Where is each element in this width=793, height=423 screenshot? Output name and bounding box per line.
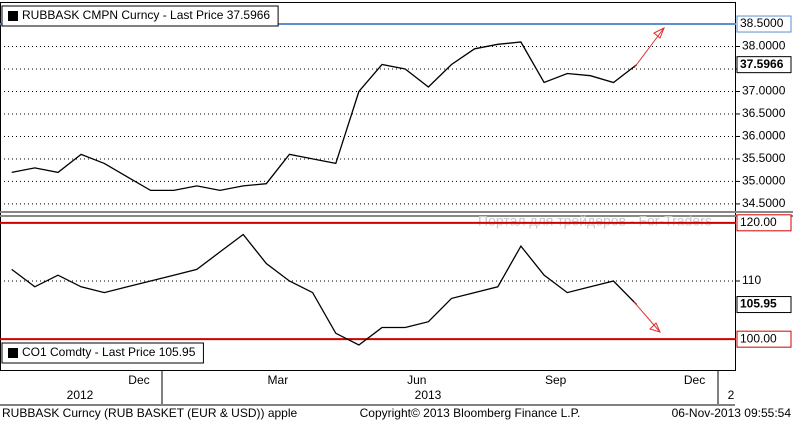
legend-box (1, 342, 204, 364)
x-tick-label: Jun (407, 373, 426, 387)
reference-label: 120.00 (740, 215, 777, 229)
legend-swatch (8, 11, 18, 21)
reference-label: 38.5000 (740, 16, 784, 30)
watermark: Портал для трейдеров - For-Traders (478, 213, 712, 229)
y-tick-label: 38.0000 (742, 39, 786, 53)
x-tick-label: Dec (684, 373, 705, 387)
legend-label: CO1 Comdty - Last Price 105.95 (22, 345, 196, 359)
last-price-label: 37.5966 (740, 57, 784, 71)
reference-label: 100.00 (740, 331, 777, 345)
legend-label: RUBBASK CMPN Curncy - Last Price 37.5966 (22, 8, 270, 22)
legend-box (1, 5, 279, 27)
price-line (11, 41, 638, 192)
y-tick-label: 34.5000 (742, 196, 786, 210)
legend-swatch (8, 348, 18, 358)
reference-label-box (736, 15, 792, 33)
last-price-label: 105.95 (740, 297, 777, 311)
price-line (11, 233, 638, 346)
reference-label-box (736, 214, 792, 232)
y-tick-label: 36.0000 (742, 129, 786, 143)
year-label: 2 (728, 388, 735, 402)
legend: RUBBASK CMPN Curncy - Last Price 37.5966 (1, 5, 279, 27)
footer-center: Copyright© 2013 Bloomberg Finance L.P. (360, 406, 581, 420)
reference-label-box (736, 330, 792, 348)
last-price-box (736, 56, 792, 74)
y-tick-label: 35.5000 (742, 151, 786, 165)
x-tick-label: Mar (268, 373, 289, 387)
last-price-box (736, 296, 792, 314)
y-tick-label: 110 (742, 273, 761, 287)
arrow-head (653, 26, 665, 39)
annotation-arrows (633, 26, 665, 333)
year-label: 2013 (415, 388, 442, 402)
footer-left: RUBBASK Curncy (RUB BASKET (EUR & USD)) … (2, 406, 298, 420)
year-label: 2012 (67, 388, 94, 402)
arrow-head (649, 322, 661, 333)
arrow-down (633, 301, 661, 333)
legend: CO1 Comdty - Last Price 105.95 (1, 342, 204, 364)
x-tick-label: Dec (128, 373, 149, 387)
x-tick-label: Sep (545, 373, 567, 387)
plot-frame (0, 2, 736, 371)
y-tick-label: 35.0000 (742, 174, 786, 188)
y-tick-label: 36.5000 (742, 106, 786, 120)
footer-right: 06-Nov-2013 09:55:54 (672, 406, 792, 420)
y-tick-label: 37.0000 (742, 84, 786, 98)
arrow-up (633, 27, 665, 69)
